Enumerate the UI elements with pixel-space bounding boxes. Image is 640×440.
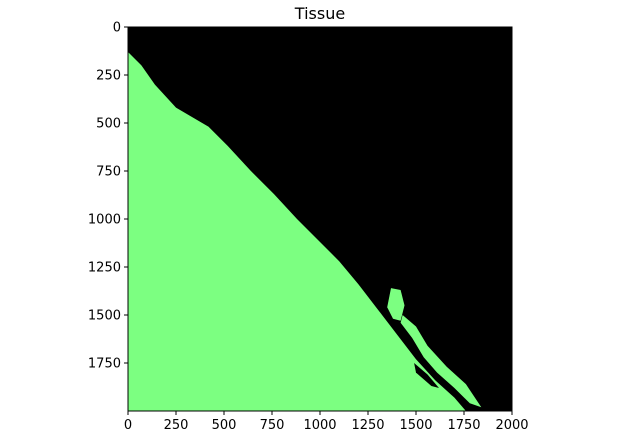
y-tick-label: 750 (96, 165, 121, 180)
y-tick-label: 1250 (88, 261, 121, 276)
x-tick-label: 1000 (303, 418, 336, 433)
tissue-main-region (128, 52, 466, 411)
x-tick-label: 250 (164, 418, 189, 433)
y-tick-label: 0 (113, 21, 121, 36)
y-tick-label: 1000 (88, 213, 121, 228)
x-tick-label: 2000 (495, 418, 528, 433)
tissue-islet-1-region (387, 288, 405, 321)
y-tick-label: 500 (96, 117, 121, 132)
tissue-islet-2-region (400, 315, 482, 408)
y-tick-label: 250 (96, 69, 121, 84)
x-tick-label: 1500 (399, 418, 432, 433)
x-tick-label: 1750 (447, 418, 480, 433)
y-tick-label: 1750 (88, 357, 121, 372)
chart-title: Tissue (294, 4, 345, 23)
gap-region (414, 363, 439, 388)
y-tick-label: 1500 (88, 309, 121, 324)
x-tick-label: 0 (124, 418, 132, 433)
axes: 0 250 500 750 1000 1250 1500 1750 2000 0 250 500 750… (88, 21, 529, 434)
x-tick-label: 750 (260, 418, 285, 433)
x-tick-label: 500 (212, 418, 237, 433)
plot-area (128, 27, 512, 411)
x-tick-label: 1250 (351, 418, 384, 433)
